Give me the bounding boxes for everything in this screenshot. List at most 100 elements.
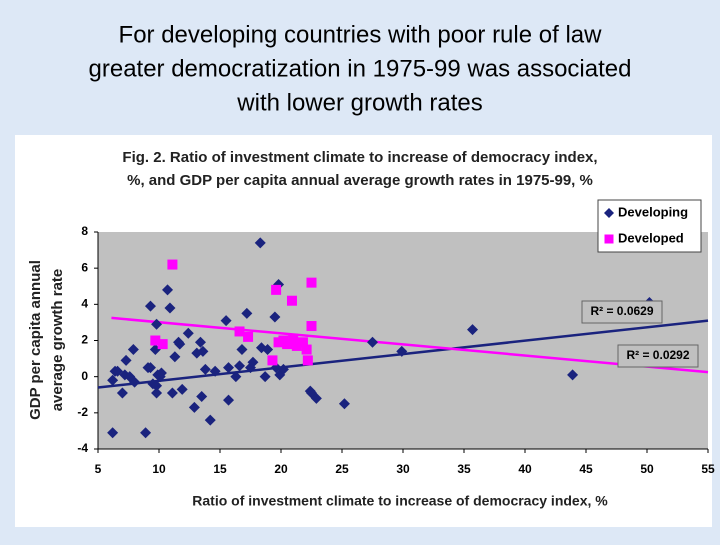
point: [271, 284, 282, 295]
point: [107, 374, 119, 386]
point: [196, 391, 208, 403]
point: [291, 340, 302, 351]
point: [107, 427, 119, 439]
point: [155, 367, 167, 379]
x-tick-label: 40: [518, 462, 532, 476]
slide-title: For developing countries with poor rule …: [119, 21, 603, 48]
x-tick-label: 20: [274, 462, 288, 476]
legend-label: Developed: [618, 230, 684, 245]
point: [396, 345, 408, 357]
chart-title: %, and GDP per capita annual average gro…: [127, 172, 593, 189]
trend-label-box: [617, 344, 699, 368]
point: [367, 336, 378, 348]
point: [169, 351, 181, 363]
point: [259, 371, 271, 383]
legend-box: [597, 199, 702, 253]
point: [157, 339, 168, 350]
point: [286, 295, 297, 306]
point: [120, 354, 132, 366]
y-tick-label: 0: [81, 369, 88, 383]
point: [144, 362, 156, 374]
point: [116, 387, 128, 399]
point: [182, 327, 194, 339]
point: [467, 324, 479, 336]
y-tick-label: 4: [81, 297, 88, 311]
point: [247, 356, 259, 368]
point: [301, 344, 312, 355]
point: [127, 344, 139, 356]
point: [269, 311, 281, 323]
point: [234, 360, 246, 372]
point: [306, 277, 317, 288]
point: [199, 363, 211, 375]
point: [209, 365, 221, 377]
point: [310, 392, 322, 404]
trend-label: R² = 0.0292: [626, 348, 689, 362]
point: [236, 344, 248, 356]
x-tick-label: 35: [457, 462, 471, 476]
y-axis-label: GDP per capita annual: [27, 260, 44, 420]
point: [140, 427, 152, 439]
chart-title: Fig. 2. Ratio of investment climate to i…: [122, 149, 597, 166]
y-tick-label: -4: [77, 441, 88, 455]
y-axis-label: average growth rate: [49, 269, 66, 412]
point: [297, 337, 308, 348]
point: [338, 398, 350, 410]
x-tick-label: 5: [95, 462, 102, 476]
trend-label-box: [581, 300, 663, 324]
y-tick-label: -2: [77, 405, 88, 419]
point: [267, 355, 278, 366]
point: [567, 369, 579, 381]
x-tick-label: 30: [396, 462, 410, 476]
x-tick-label: 55: [701, 462, 715, 476]
point: [234, 326, 245, 337]
x-tick-label: 25: [335, 462, 349, 476]
x-tick-label: 10: [152, 462, 166, 476]
legend-marker: [604, 234, 614, 244]
x-tick-label: 15: [213, 462, 227, 476]
point: [151, 318, 163, 330]
point: [262, 344, 274, 356]
point: [176, 383, 188, 395]
point: [151, 380, 163, 392]
point: [223, 394, 235, 406]
trend-label: R² = 0.0629: [590, 304, 653, 318]
plot-area: [98, 232, 708, 449]
trend-line: [111, 316, 709, 374]
point: [223, 362, 235, 374]
point: [254, 237, 266, 249]
point: [197, 345, 209, 357]
legend-marker: [604, 208, 614, 218]
slide-title: with lower growth rates: [236, 89, 482, 116]
point: [164, 302, 176, 314]
point: [302, 355, 313, 366]
point: [174, 338, 186, 350]
slide-title: greater democratization in 1975-99 was a…: [89, 55, 632, 82]
point: [241, 307, 253, 319]
point: [166, 387, 178, 399]
legend-label: Developing: [618, 204, 688, 219]
y-tick-label: 6: [81, 260, 88, 274]
x-tick-label: 45: [579, 462, 593, 476]
point: [194, 336, 206, 348]
x-tick-label: 50: [640, 462, 654, 476]
point: [150, 335, 161, 346]
point: [306, 321, 317, 332]
point: [167, 259, 178, 270]
y-tick-label: 2: [81, 333, 88, 347]
point: [243, 331, 254, 342]
point: [288, 333, 299, 344]
point: [282, 339, 293, 350]
point: [151, 387, 163, 399]
point: [204, 414, 216, 426]
point: [230, 371, 242, 383]
point: [162, 284, 174, 296]
x-axis-label: Ratio of investment climate to increase …: [192, 493, 608, 509]
point: [277, 363, 289, 375]
point: [144, 300, 156, 312]
y-tick-label: 8: [81, 224, 88, 238]
point: [220, 315, 232, 327]
point: [129, 376, 141, 388]
